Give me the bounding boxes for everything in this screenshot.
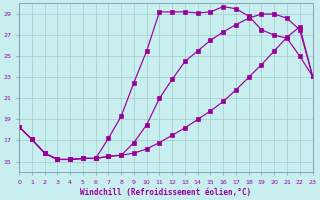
X-axis label: Windchill (Refroidissement éolien,°C): Windchill (Refroidissement éolien,°C) [80, 188, 252, 197]
